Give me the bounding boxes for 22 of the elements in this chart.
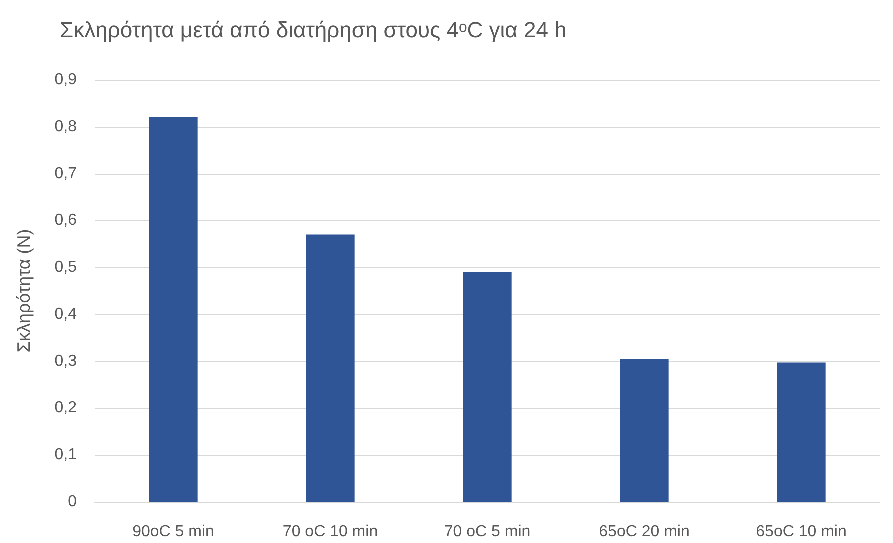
x-tick-label: 65oC 20 min bbox=[599, 524, 690, 540]
bar bbox=[463, 272, 512, 502]
bar bbox=[306, 234, 355, 502]
y-axis-title: Σκληρότητα (N) bbox=[14, 229, 34, 353]
y-tick-label: 0,9 bbox=[54, 72, 78, 88]
y-tick-label: 0,1 bbox=[54, 446, 78, 464]
y-tick-label: 0 bbox=[68, 494, 78, 510]
y-tick-label: 0,8 bbox=[54, 118, 78, 136]
x-tick-label: 70 oC 5 min bbox=[444, 524, 531, 540]
y-tick-label: 0,2 bbox=[54, 400, 78, 417]
y-tick-label: 0,3 bbox=[54, 352, 78, 370]
x-tick-label: 90oC 5 min bbox=[132, 524, 214, 540]
x-tick-label: 70 oC 10 min bbox=[282, 524, 378, 540]
bar bbox=[777, 362, 826, 502]
chart-title: Σκληρότητα μετά από διατήρηση στους 4ᵒC για 24 h bbox=[60, 18, 567, 42]
y-tick-label: 0,7 bbox=[54, 165, 78, 182]
x-tick-label: 65oC 10 min bbox=[756, 524, 847, 540]
bar bbox=[620, 358, 669, 502]
y-tick-label: 0,4 bbox=[54, 306, 78, 323]
bar bbox=[149, 118, 198, 502]
y-tick-label: 0,6 bbox=[54, 212, 78, 230]
y-tick-label: 0,5 bbox=[54, 259, 78, 276]
